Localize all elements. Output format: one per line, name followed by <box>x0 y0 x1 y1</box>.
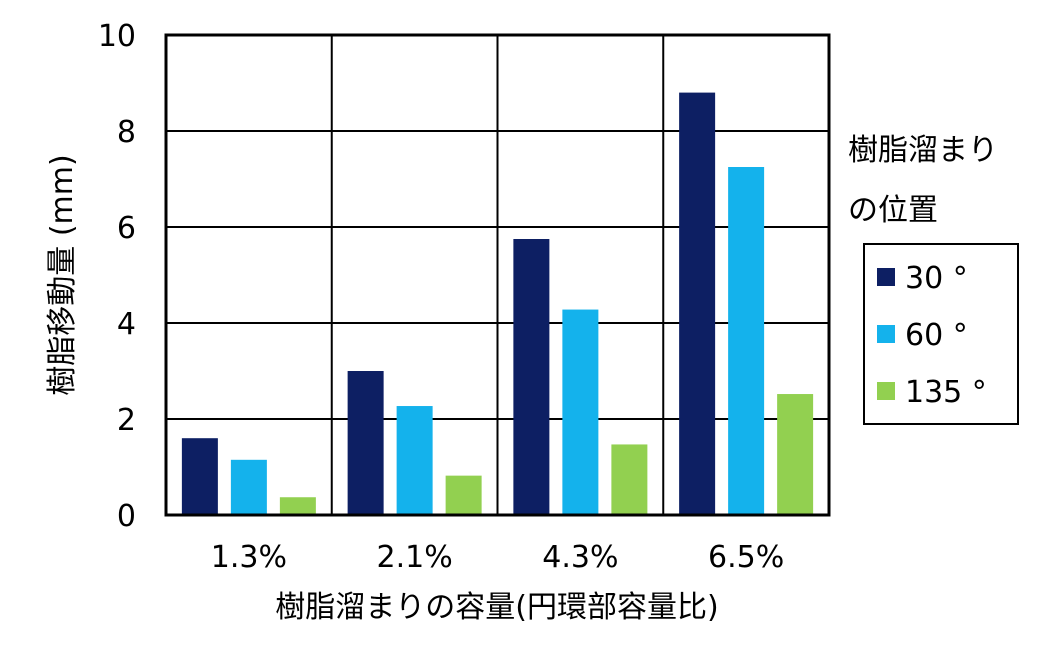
y-tick-label: 8 <box>117 115 136 150</box>
x-tick-label: 4.3% <box>542 540 618 575</box>
legend-label: 60 ° <box>905 318 968 353</box>
bar <box>279 497 316 515</box>
bar <box>396 406 433 515</box>
bar <box>728 167 765 515</box>
y-tick-label: 10 <box>98 19 136 54</box>
legend-title-line2: の位置 <box>848 193 938 228</box>
y-tick-label: 0 <box>117 499 136 534</box>
y-tick-label: 2 <box>117 403 136 438</box>
bar <box>679 92 716 515</box>
legend-label: 30 ° <box>905 261 968 296</box>
bar <box>611 444 648 515</box>
bar <box>513 239 550 515</box>
legend-swatch <box>877 268 895 286</box>
legend-items: 30 ° 60 ° 135 ° <box>877 261 987 410</box>
bar <box>181 438 218 515</box>
y-tick-label: 4 <box>117 307 136 342</box>
y-tick-labels: 0 2 4 6 8 10 <box>98 19 136 534</box>
legend-swatch <box>877 382 895 400</box>
x-tick-label: 2.1% <box>377 540 453 575</box>
y-tick-label: 6 <box>117 211 136 246</box>
y-axis-title: 樹脂移動量 (mm) <box>45 154 80 395</box>
bars <box>181 92 814 515</box>
bar <box>230 459 267 515</box>
x-tick-labels: 1.3% 2.1% 4.3% 6.5% <box>211 540 784 575</box>
x-tick-label: 6.5% <box>708 540 784 575</box>
x-axis-title: 樹脂溜まりの容量(円環部容量比) <box>275 590 718 625</box>
bar <box>777 394 814 515</box>
bar <box>347 371 384 515</box>
legend-swatch <box>877 325 895 343</box>
legend-box <box>863 243 1019 425</box>
bar <box>445 475 482 515</box>
legend-title-line1: 樹脂溜まり <box>848 133 998 168</box>
legend-label: 135 ° <box>905 375 987 410</box>
x-tick-label: 1.3% <box>211 540 287 575</box>
bar <box>562 309 599 515</box>
plot-area-frame <box>164 33 831 517</box>
